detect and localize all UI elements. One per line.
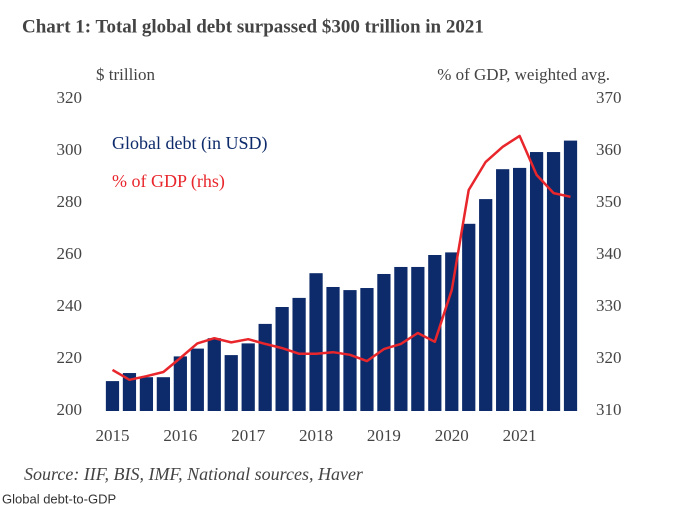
bar bbox=[122, 373, 137, 411]
y-tick-label: 280 bbox=[57, 192, 83, 211]
y-tick-label: 200 bbox=[57, 400, 83, 419]
x-tick-label: 2017 bbox=[231, 426, 266, 445]
bar bbox=[241, 343, 255, 411]
y-tick-label: 260 bbox=[57, 244, 83, 263]
y2-tick-label: 320 bbox=[596, 348, 622, 367]
bar bbox=[309, 273, 323, 411]
bar bbox=[343, 290, 357, 411]
bar bbox=[360, 288, 374, 411]
y-tick-label: 220 bbox=[57, 348, 83, 367]
x-tick-label: 2016 bbox=[163, 426, 197, 445]
bar bbox=[563, 140, 578, 411]
bar bbox=[139, 377, 154, 411]
x-tick-label: 2019 bbox=[367, 426, 401, 445]
y-tick-label: 240 bbox=[57, 296, 83, 315]
source: Source: IIF, BIS, IMF, National sources,… bbox=[24, 464, 364, 484]
bar bbox=[105, 381, 120, 411]
bar bbox=[411, 266, 425, 411]
bar bbox=[156, 377, 170, 411]
y2-tick-label: 370 bbox=[596, 88, 622, 107]
legend-label: % of GDP (rhs) bbox=[112, 171, 225, 192]
bar bbox=[479, 199, 493, 411]
bar bbox=[546, 152, 561, 412]
legend-label: Global debt (in USD) bbox=[112, 133, 267, 154]
chart-title: Chart 1: Total global debt surpassed $30… bbox=[22, 16, 484, 37]
x-tick-label: 2018 bbox=[299, 426, 333, 445]
caption: Global debt-to-GDP bbox=[2, 491, 116, 506]
bar bbox=[224, 355, 238, 411]
y2-tick-label: 360 bbox=[596, 140, 622, 159]
bar bbox=[377, 273, 391, 411]
bar bbox=[513, 167, 527, 411]
y-axis-label: $ trillion bbox=[96, 65, 156, 84]
bar bbox=[326, 286, 340, 411]
bar bbox=[496, 169, 510, 411]
y2-tick-label: 310 bbox=[596, 400, 622, 419]
bar bbox=[428, 255, 442, 411]
x-tick-label: 2015 bbox=[95, 426, 129, 445]
y-tick-label: 320 bbox=[57, 88, 83, 107]
y2-tick-label: 330 bbox=[596, 296, 622, 315]
bar bbox=[190, 348, 204, 411]
bar bbox=[275, 307, 289, 411]
y-tick-label: 300 bbox=[57, 140, 83, 159]
y2-tick-label: 350 bbox=[596, 192, 622, 211]
bar bbox=[529, 152, 544, 412]
x-tick-label: 2020 bbox=[435, 426, 469, 445]
line bbox=[111, 134, 571, 382]
bar bbox=[445, 252, 459, 411]
y2-axis-label: % of GDP, weighted avg. bbox=[437, 65, 610, 84]
bar bbox=[207, 338, 221, 411]
x-tick-label: 2021 bbox=[503, 426, 537, 445]
bar bbox=[173, 356, 187, 411]
y2-tick-label: 340 bbox=[596, 244, 622, 263]
bar bbox=[258, 323, 272, 411]
bar bbox=[462, 223, 476, 411]
bar bbox=[394, 266, 408, 411]
